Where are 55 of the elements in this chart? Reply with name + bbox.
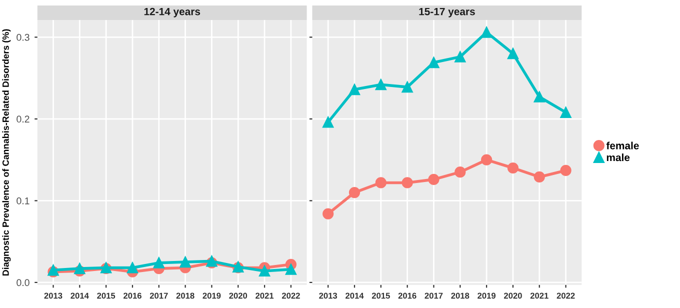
point xyxy=(322,208,334,220)
x-tick-label: 2016 xyxy=(398,292,416,299)
y-tick-label: 0.1 xyxy=(16,197,30,204)
point xyxy=(402,82,413,93)
point xyxy=(126,262,138,274)
point xyxy=(428,56,440,68)
x-tick-label: 2014 xyxy=(346,292,364,299)
point xyxy=(481,26,492,38)
x-tick-label: 2015 xyxy=(372,292,390,299)
x-tick-label: 2021 xyxy=(530,292,548,299)
x-tick-label: 2017 xyxy=(150,292,168,299)
point xyxy=(375,79,386,90)
point xyxy=(481,154,492,166)
point xyxy=(507,162,519,174)
y-tick-label: 0.2 xyxy=(16,116,30,123)
x-tick-label: 2021 xyxy=(256,292,274,299)
x-tick-label: 2019 xyxy=(478,292,496,299)
point xyxy=(322,116,334,128)
x-tick-label: 2014 xyxy=(70,292,89,299)
point xyxy=(560,164,572,176)
y-axis-title: Diagnostic Prevalence of Cannabis-Related Disorders (%) xyxy=(2,29,11,276)
y-tick-label: 0.0 xyxy=(16,279,30,286)
y-tick-label: 0.3 xyxy=(16,34,30,41)
point xyxy=(348,186,360,198)
x-tick-label: 2020 xyxy=(229,292,248,299)
legend-label: female xyxy=(606,142,639,150)
point xyxy=(454,51,466,62)
point xyxy=(285,264,297,275)
x-tick-label: 2018 xyxy=(176,292,194,299)
chart-title: 15-17 years xyxy=(419,8,475,18)
point xyxy=(402,177,413,188)
point xyxy=(534,91,545,102)
x-tick-label: 2020 xyxy=(504,292,522,299)
x-tick-label: 2017 xyxy=(424,292,443,299)
point xyxy=(153,257,164,268)
x-tick-label: 2022 xyxy=(282,292,300,299)
point xyxy=(348,84,360,96)
x-tick-label: 2013 xyxy=(44,292,62,299)
x-tick-label: 2019 xyxy=(202,292,221,299)
x-tick-label: 2016 xyxy=(124,292,142,299)
point xyxy=(428,174,440,185)
point xyxy=(258,265,270,277)
chart-title: 12-14 years xyxy=(144,8,200,18)
point xyxy=(507,48,519,60)
point xyxy=(454,166,466,178)
x-tick-label: 2015 xyxy=(97,292,116,299)
point xyxy=(74,262,86,274)
point xyxy=(180,256,191,268)
legend-label: male xyxy=(606,154,630,162)
point xyxy=(560,106,572,118)
x-tick-label: 2022 xyxy=(556,292,575,299)
x-tick-label: 2013 xyxy=(319,292,338,299)
x-tick-label: 2018 xyxy=(451,292,470,299)
point xyxy=(375,177,386,188)
point xyxy=(534,171,545,183)
